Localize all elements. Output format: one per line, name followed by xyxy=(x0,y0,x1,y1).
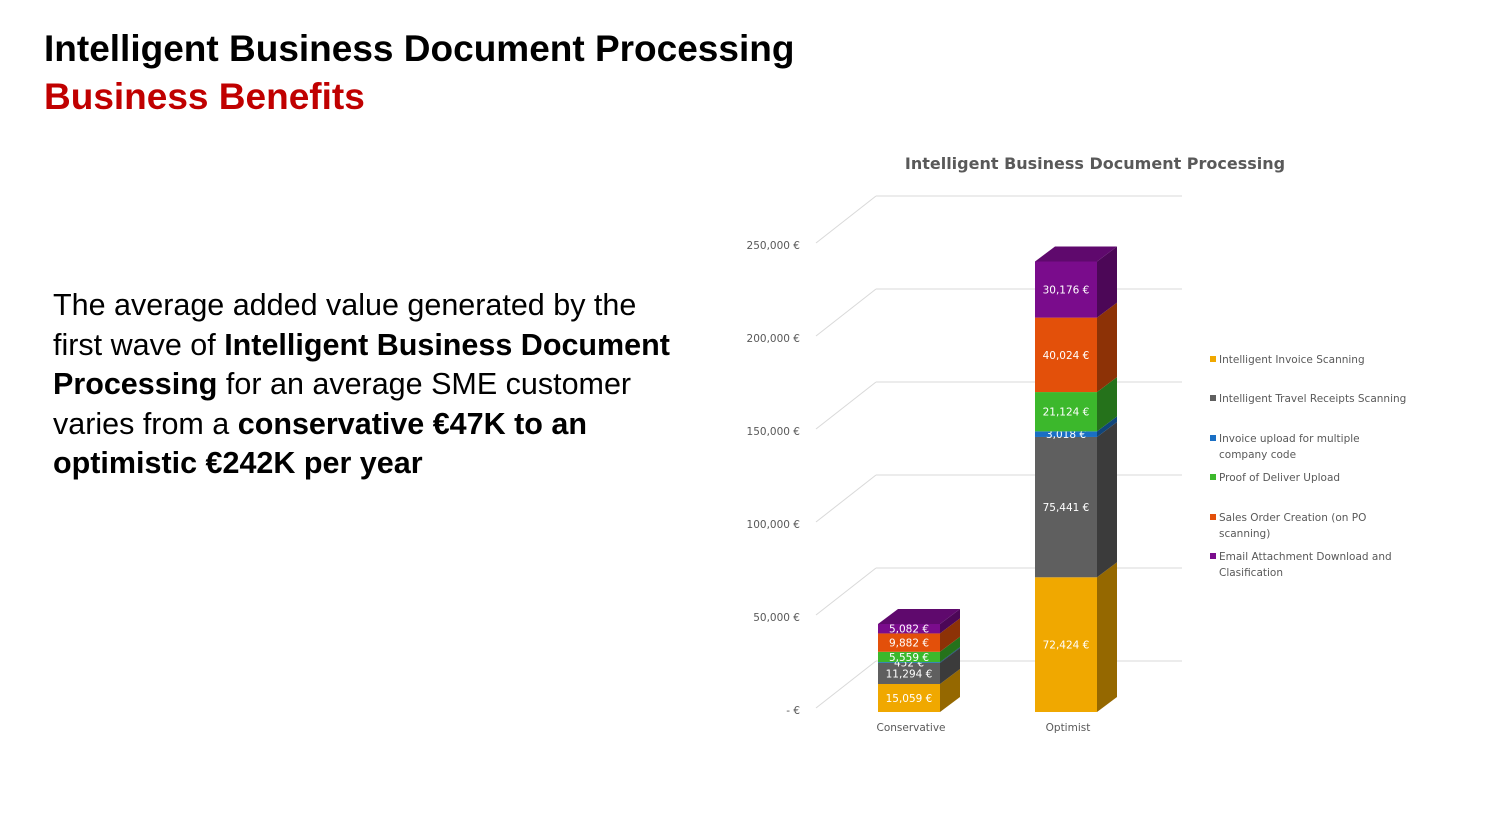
y-tick-label: - € xyxy=(786,705,800,717)
legend-swatch xyxy=(1210,356,1216,362)
bar-segment-side xyxy=(940,647,960,684)
bar-segment xyxy=(878,662,940,663)
legend-label: Clasification xyxy=(1219,567,1283,579)
summary-text-1: The average added value generated by the… xyxy=(53,288,637,362)
legend-label: Invoice upload for multiple xyxy=(1219,433,1360,445)
bar-segment-side xyxy=(940,647,960,663)
page-title: Intelligent Business Document Processing xyxy=(44,28,795,69)
bar-segment xyxy=(1035,261,1097,318)
legend-label: Intelligent Invoice Scanning xyxy=(1219,354,1365,366)
bar-segment xyxy=(878,633,940,652)
category-label: Conservative xyxy=(876,722,945,734)
bar-segment xyxy=(878,651,940,663)
y-tick-label: 250,000 € xyxy=(747,240,800,252)
bar-segment-side xyxy=(940,636,960,663)
legend-label: scanning) xyxy=(1219,528,1270,540)
bar-segment-top xyxy=(878,608,960,624)
data-label: 40,024 € xyxy=(1043,350,1090,362)
category-label: Optimist xyxy=(1046,722,1091,734)
bar-segment xyxy=(1035,431,1097,437)
summary-bold-1: Intelligent Business Document Processing xyxy=(53,327,670,402)
bar-segment xyxy=(1035,436,1097,578)
data-label: 75,441 € xyxy=(1043,502,1090,514)
data-label: 15,059 € xyxy=(886,693,933,705)
gridline-diagonal xyxy=(815,195,877,244)
y-tick-label: 200,000 € xyxy=(747,333,800,345)
gridline-diagonal xyxy=(815,288,877,337)
y-tick-label: 50,000 € xyxy=(753,612,800,624)
bar-segment-side xyxy=(1097,377,1117,432)
summary-bold-2: conservative €47K to an optimistic €242K… xyxy=(53,406,587,481)
stacked-bar-chart: Intelligent Business Document Processing… xyxy=(747,154,1407,734)
legend-swatch xyxy=(1210,474,1216,480)
legend-label: Sales Order Creation (on PO xyxy=(1219,512,1366,524)
bar-segment xyxy=(1035,577,1097,712)
bar-segment xyxy=(1035,317,1097,393)
data-label: 3,018 € xyxy=(1046,429,1086,441)
bar-segment-side xyxy=(940,668,960,712)
page-subtitle: Business Benefits xyxy=(44,76,365,117)
bar-segment xyxy=(878,623,940,634)
y-tick-label: 150,000 € xyxy=(747,426,800,438)
legend-swatch xyxy=(1210,395,1216,401)
bar-segment xyxy=(878,683,940,712)
bar-segment-side xyxy=(940,618,960,652)
bar-segment xyxy=(878,662,940,684)
legend-swatch xyxy=(1210,553,1216,559)
data-label: 30,176 € xyxy=(1043,285,1090,297)
data-label: 5,082 € xyxy=(889,624,929,636)
gridline-diagonal xyxy=(815,474,877,523)
summary-text-2: for an average SME customer varies from … xyxy=(53,367,632,441)
bar-segment-side xyxy=(1097,416,1117,437)
data-label: 72,424 € xyxy=(1043,640,1090,652)
gridline-diagonal xyxy=(815,567,877,616)
y-tick-label: 100,000 € xyxy=(747,519,800,531)
legend-swatch xyxy=(1210,514,1216,520)
legend-label: Proof of Deliver Upload xyxy=(1219,472,1340,484)
legend-swatch xyxy=(1210,435,1216,441)
bar-segment-top xyxy=(1035,246,1117,262)
legend-label: Intelligent Travel Receipts Scanning xyxy=(1219,393,1406,405)
chart-title: Intelligent Business Document Processing xyxy=(905,154,1285,173)
gridline-diagonal xyxy=(815,381,877,430)
gridline-diagonal xyxy=(815,660,877,709)
bar-segment-side xyxy=(1097,302,1117,393)
bar-segment-side xyxy=(1097,421,1117,578)
bar-segment-side xyxy=(1097,246,1117,318)
bar-segment xyxy=(1035,392,1097,432)
data-label: 21,124 € xyxy=(1043,407,1090,419)
bar-segment-side xyxy=(940,608,960,634)
legend-label: company code xyxy=(1219,449,1296,461)
data-label: 11,294 € xyxy=(886,668,933,680)
data-label: 9,882 € xyxy=(889,638,929,650)
bar-segment-side xyxy=(1097,562,1117,712)
legend-label: Email Attachment Download and xyxy=(1219,551,1392,563)
summary-paragraph: The average added value generated by the… xyxy=(53,286,693,484)
data-label: 5,559 € xyxy=(889,652,929,664)
